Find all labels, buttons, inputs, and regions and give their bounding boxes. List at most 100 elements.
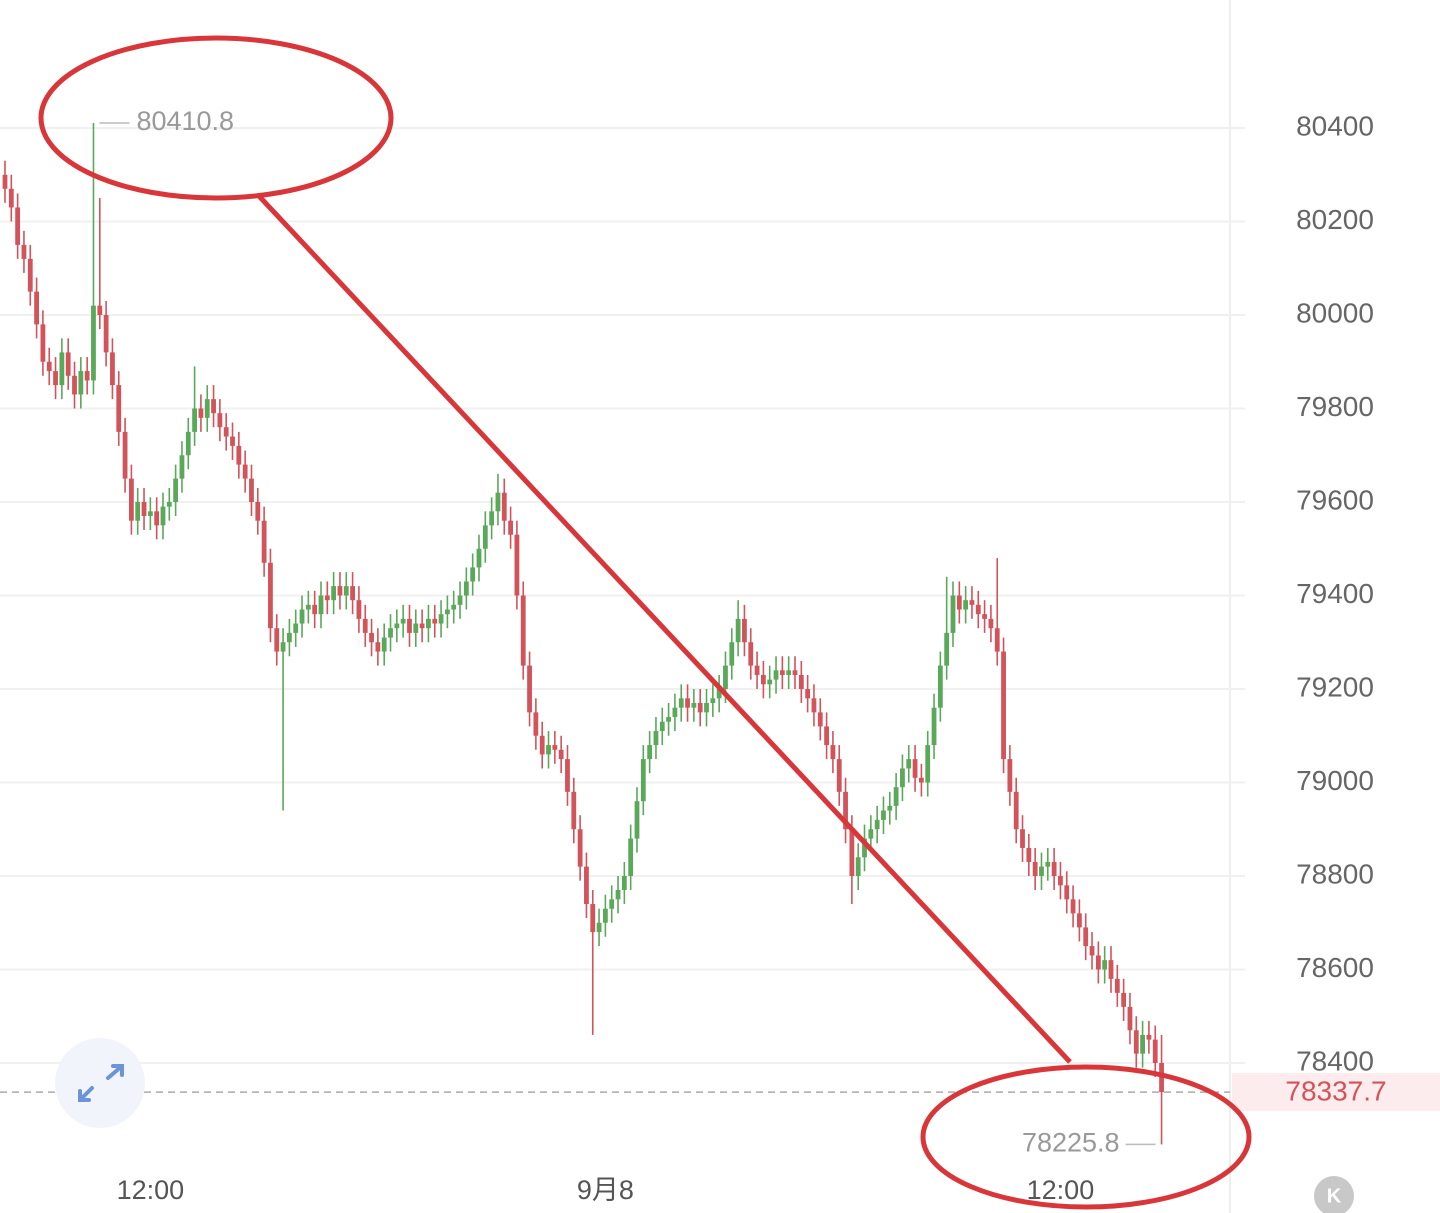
candle-body <box>925 745 931 783</box>
annotation-drawing <box>38 35 1252 1210</box>
candle-body <box>786 670 792 675</box>
candle-body <box>369 632 374 643</box>
candle-body <box>742 618 747 643</box>
candle-body <box>388 628 393 638</box>
candle-body <box>293 623 299 633</box>
kline-button[interactable]: K <box>1314 1176 1354 1213</box>
candle-body <box>1127 1006 1133 1031</box>
candle-body <box>817 712 823 727</box>
candle-body <box>249 478 254 502</box>
candle-body <box>754 665 760 675</box>
y-tick-label: 79600 <box>1296 484 1374 515</box>
candle-body <box>495 492 501 512</box>
candle-body <box>634 801 640 839</box>
candle-body <box>470 567 476 582</box>
candle-body <box>135 501 141 521</box>
candle-body <box>286 632 292 643</box>
y-tick-label: 80400 <box>1296 110 1374 141</box>
candle-body <box>501 492 507 521</box>
candle-body <box>8 188 14 208</box>
candle-body <box>963 600 969 610</box>
candle-body <box>735 618 741 643</box>
min-label: 78225.8 <box>1022 1128 1120 1158</box>
candle-body <box>520 595 526 666</box>
candle-body <box>659 721 665 732</box>
candle-body <box>1083 927 1089 947</box>
candle-body <box>413 623 419 633</box>
y-tick-label: 78800 <box>1296 858 1374 889</box>
candle-body <box>584 866 589 905</box>
candle-body <box>1020 829 1025 848</box>
candle-body <box>394 623 400 629</box>
candle-body <box>97 305 103 315</box>
candle-body <box>912 759 918 778</box>
candle-body <box>609 899 615 909</box>
candle-body <box>1089 946 1095 956</box>
candle-body <box>975 604 981 615</box>
expand-button-bg <box>55 1038 145 1128</box>
candle-body <box>1095 955 1101 970</box>
candle-body <box>362 618 368 633</box>
candle-body <box>931 707 937 746</box>
kline-button-bg <box>1314 1176 1354 1213</box>
candle-body <box>476 548 482 568</box>
y-tick-label: 80200 <box>1296 204 1374 235</box>
candle-body <box>34 291 39 325</box>
candle-body <box>527 665 532 713</box>
expand-icon <box>78 1064 124 1102</box>
candle-body <box>571 791 577 830</box>
y-tick-label: 78400 <box>1296 1045 1374 1076</box>
candle-body <box>1159 1062 1164 1093</box>
candle-body <box>640 759 646 802</box>
y-tick-label: 78600 <box>1296 952 1374 983</box>
last-price-box <box>1232 1073 1440 1112</box>
candle-body <box>179 455 185 479</box>
candle-body <box>1026 847 1032 862</box>
candle-body <box>653 731 659 746</box>
candle-body <box>508 520 513 535</box>
candle-body <box>811 698 817 713</box>
candle-body <box>141 501 147 517</box>
candle-body <box>1070 899 1076 914</box>
y-tick-label: 80000 <box>1296 297 1374 328</box>
candle-body <box>893 787 899 806</box>
candle-body <box>969 600 975 605</box>
candle-body <box>217 413 223 428</box>
candle-body <box>46 361 52 372</box>
candle-body <box>1152 1039 1158 1063</box>
candle-body <box>65 352 71 376</box>
candle-body <box>1051 861 1057 876</box>
candle-body <box>748 642 754 666</box>
candle-body <box>27 258 33 292</box>
candle-body <box>539 735 545 755</box>
candle-body <box>122 431 128 479</box>
candle-body <box>533 712 539 736</box>
candle-body <box>91 305 96 381</box>
candle-body <box>2 174 8 189</box>
candle-body <box>173 478 179 502</box>
candle-body <box>280 642 286 652</box>
x-tick-label: 9月8 <box>577 1175 634 1205</box>
candle-body <box>160 506 166 526</box>
candle-body <box>53 371 58 386</box>
candle-body <box>407 618 412 633</box>
candle-body <box>868 829 874 839</box>
candle-body <box>223 427 229 437</box>
candle-body <box>274 628 280 652</box>
candle-body <box>881 810 886 820</box>
highlight-circle <box>920 1064 1252 1210</box>
candle-body <box>666 717 671 722</box>
candle-body <box>204 399 210 418</box>
candle-body <box>72 375 77 395</box>
expand-button[interactable] <box>55 1038 145 1128</box>
x-tick-label: 12:00 <box>1027 1175 1095 1205</box>
plot: 78400 78600 78800 79000 79200 79400 79600 79800… <box>0 106 1440 1205</box>
candle-body <box>628 838 634 876</box>
candle-body <box>211 399 216 414</box>
candle-body <box>444 609 450 615</box>
y-tick-label: 79000 <box>1296 765 1374 796</box>
candle-body <box>729 642 735 666</box>
candle-body <box>312 604 318 615</box>
candle-body <box>716 688 722 699</box>
candle-body <box>723 665 728 689</box>
